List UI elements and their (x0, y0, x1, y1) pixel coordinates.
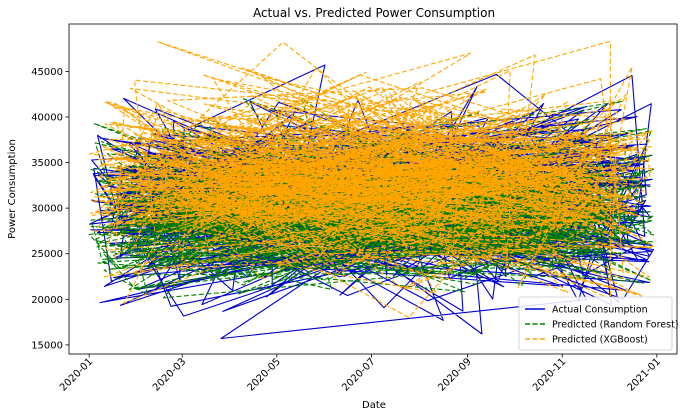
x-axis-title: Date (362, 400, 386, 411)
series-xgboost-line (89, 40, 655, 319)
legend-label-xgboost: Predicted (XGBoost) (552, 335, 648, 346)
y-axis: 15000 20000 25000 30000 35000 40000 45000 (31, 67, 69, 351)
y-tick-label: 45000 (31, 67, 63, 78)
y-tick-label: 15000 (31, 340, 63, 351)
y-tick-label: 40000 (31, 112, 63, 123)
legend: Actual Consumption Predicted (Random For… (518, 296, 679, 351)
y-tick-label: 35000 (31, 158, 63, 169)
y-axis-title: Power Consumption (7, 139, 18, 239)
series-random-forest-line (88, 98, 655, 299)
chart-title: Actual vs. Predicted Power Consumption (253, 6, 495, 20)
plot-frame (68, 23, 678, 355)
legend-box (518, 296, 673, 351)
legend-label-actual: Actual Consumption (552, 305, 648, 316)
y-tick-label: 25000 (31, 249, 63, 260)
y-tick-label: 30000 (31, 204, 63, 215)
series-layer (88, 40, 655, 340)
legend-label-random-forest: Predicted (Random Forest) (552, 320, 679, 331)
y-tick-label: 20000 (31, 295, 63, 306)
